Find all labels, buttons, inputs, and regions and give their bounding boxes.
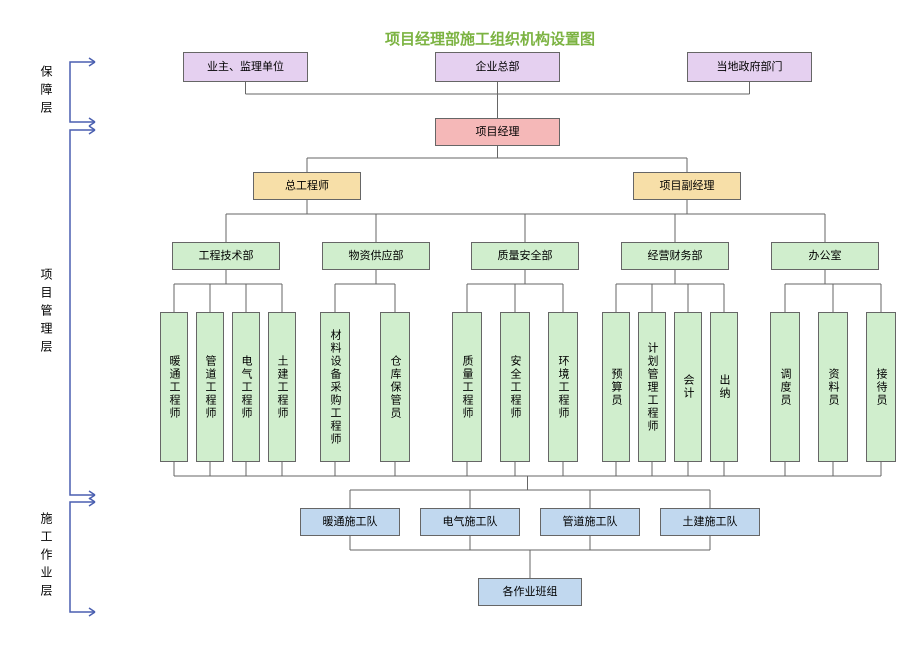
d1: 工程技术部: [172, 242, 280, 270]
s2: 管道工程师: [196, 312, 224, 462]
d2: 物资供应部: [322, 242, 430, 270]
s1: 暖通工程师: [160, 312, 188, 462]
layer-label-1: 项目管理层: [38, 268, 55, 358]
s7: 质量工程师: [452, 312, 482, 462]
chart-title: 项目经理部施工组织机构设置图: [60, 0, 920, 57]
s14: 调度员: [770, 312, 800, 462]
d3: 质量安全部: [471, 242, 579, 270]
t2: 电气施工队: [420, 508, 520, 536]
crews: 各作业班组: [478, 578, 582, 606]
s3: 电气工程师: [232, 312, 260, 462]
n-pm: 项目经理: [435, 118, 560, 146]
t4: 土建施工队: [660, 508, 760, 536]
d5: 办公室: [771, 242, 879, 270]
s5: 材料设备采购工程师: [320, 312, 350, 462]
s8: 安全工程师: [500, 312, 530, 462]
layer-label-2: 施工作业层: [38, 512, 55, 602]
s11: 计划管理工程师: [638, 312, 666, 462]
s15: 资料员: [818, 312, 848, 462]
d4: 经营财务部: [621, 242, 729, 270]
n-hq: 企业总部: [435, 52, 560, 82]
layer-label-0: 保障层: [38, 65, 55, 119]
n-vp: 项目副经理: [633, 172, 741, 200]
n-ce: 总工程师: [253, 172, 361, 200]
s10: 预算员: [602, 312, 630, 462]
s6: 仓库保管员: [380, 312, 410, 462]
t1: 暖通施工队: [300, 508, 400, 536]
s9: 环境工程师: [548, 312, 578, 462]
s16: 接待员: [866, 312, 896, 462]
n-owner: 业主、监理单位: [183, 52, 308, 82]
t3: 管道施工队: [540, 508, 640, 536]
n-gov: 当地政府部门: [687, 52, 812, 82]
s13: 出纳: [710, 312, 738, 462]
s12: 会计: [674, 312, 702, 462]
s4: 土建工程师: [268, 312, 296, 462]
